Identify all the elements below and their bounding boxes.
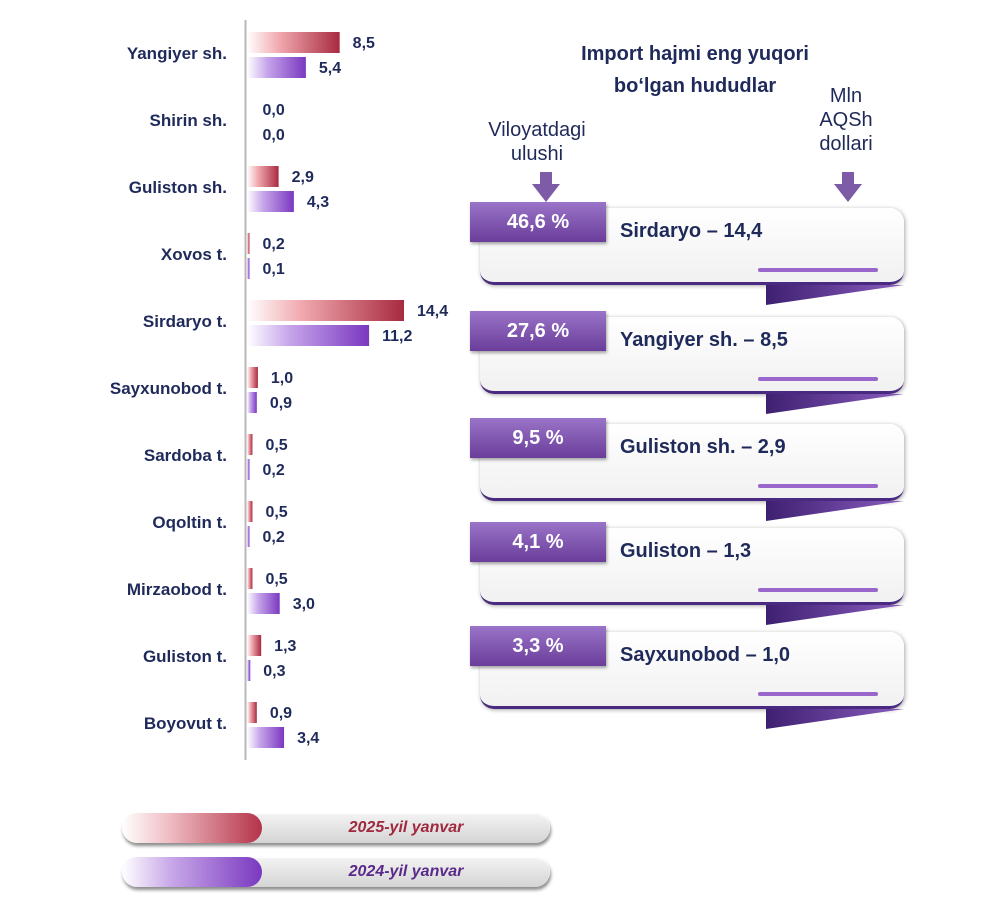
ranking-region-label: Sirdaryo – 14,4	[620, 220, 763, 242]
value-label: 0,5	[265, 504, 287, 521]
category-label: Guliston sh.	[129, 178, 227, 197]
legend-item-2024: 2024-yil yanvar	[122, 857, 550, 887]
value-label: 3,0	[293, 596, 315, 613]
value-label: 0,2	[263, 462, 285, 479]
bar-2024	[247, 191, 294, 212]
bar-2024	[247, 727, 285, 748]
share-badge: 27,6 %	[470, 311, 606, 351]
value-label: 0,2	[263, 236, 285, 253]
ranking-region-label: Guliston sh. – 2,9	[620, 436, 786, 458]
legend-label-2024: 2024-yil yanvar	[348, 863, 464, 880]
value-label: 14,4	[417, 303, 448, 320]
value-label: 11,2	[382, 328, 412, 345]
legend-swatch-2024	[122, 857, 262, 887]
ranking-card-4: 4,1 % Guliston – 1,3	[470, 522, 910, 625]
ranking-panel-title: Import hajmi eng yuqori bo‘lgan hududlar	[530, 38, 860, 102]
ribbon-fold-icon	[766, 605, 904, 625]
ranking-title-line-1: Import hajmi eng yuqori	[581, 43, 809, 65]
ranking-card-2: 27,6 % Yangiyer sh. – 8,5	[470, 311, 910, 414]
bar-2025	[247, 702, 257, 723]
value-label: 0,1	[263, 261, 285, 278]
ribbon-fold-icon	[766, 709, 904, 729]
value-label: 0,5	[265, 571, 287, 588]
unit-header-line-3: dollari	[819, 133, 873, 155]
value-label: 0,0	[263, 127, 285, 144]
value-label: 0,5	[265, 437, 287, 454]
ranking-region-label: Yangiyer sh. – 8,5	[620, 329, 788, 351]
value-label: 0,9	[270, 705, 292, 722]
share-badge: 9,5 %	[470, 418, 606, 458]
share-header-line-2: ulushi	[510, 143, 564, 165]
ranking-card-accent	[758, 588, 878, 592]
category-label: Boyovut t.	[144, 714, 227, 733]
legend-label-2025: 2025-yil yanvar	[348, 819, 464, 836]
category-label: Sirdaryo t.	[143, 312, 227, 331]
value-label: 5,4	[319, 60, 341, 77]
ranking-card-accent	[758, 484, 878, 488]
category-label: Shirin sh.	[150, 111, 227, 130]
bar-2025	[247, 166, 279, 187]
bar-2024	[247, 258, 250, 279]
bar-2024	[247, 57, 306, 78]
bar-2024	[247, 526, 250, 547]
legend-item-2025: 2025-yil yanvar	[122, 813, 550, 843]
category-label: Sardoba t.	[144, 446, 227, 465]
bar-2024	[247, 325, 370, 346]
ranking-card-accent	[758, 268, 878, 272]
ribbon-fold-icon	[766, 394, 904, 414]
share-badge: 4,1 %	[470, 522, 606, 562]
bar-2025	[247, 568, 253, 589]
legend-swatch-2025	[122, 813, 262, 843]
share-badge: 3,3 %	[470, 626, 606, 666]
bar-2025	[247, 501, 253, 522]
ranking-region-label: Sayxunobod – 1,0	[620, 644, 791, 666]
value-label: 2,9	[292, 169, 314, 186]
ranking-card-1: 46,6 % Sirdaryo – 14,4	[470, 202, 910, 305]
bar-2025	[247, 300, 404, 321]
value-label: 4,3	[307, 194, 329, 211]
bar-2025	[247, 635, 262, 656]
value-label: 1,0	[271, 370, 293, 387]
value-label: 3,4	[297, 730, 319, 747]
value-label: 0,3	[263, 663, 285, 680]
ranking-region-label: Guliston – 1,3	[620, 540, 752, 562]
category-label: Yangiyer sh.	[127, 44, 227, 63]
value-label: 1,3	[274, 638, 296, 655]
share-badge: 46,6 %	[470, 202, 606, 242]
category-label: Mirzaobod t.	[127, 580, 227, 599]
ranking-title-line-2: bo‘lgan hududlar	[613, 75, 777, 97]
bar-2025	[247, 367, 258, 388]
regional-import-bar-chart: Yangiyer sh. 8,5 5,4 Shirin sh. 0,0 0,0 Gulist…	[110, 20, 448, 760]
value-label: 0,0	[263, 102, 285, 119]
category-label: Oqoltin t.	[152, 513, 227, 532]
category-label: Guliston t.	[143, 647, 227, 666]
share-down-arrow-icon	[532, 172, 560, 202]
ranking-card-accent	[758, 692, 878, 696]
ranking-card-3: 9,5 % Guliston sh. – 2,9	[470, 418, 910, 521]
unit-column-header: Mln AQSh dollari	[790, 84, 902, 156]
category-label: Xovos t.	[161, 245, 227, 264]
bar-2024	[247, 593, 280, 614]
bar-2024	[247, 660, 251, 681]
bar-2025	[247, 32, 340, 53]
bar-2025	[247, 434, 253, 455]
bar-2025	[247, 233, 250, 254]
ranking-card-5: 3,3 % Sayxunobod – 1,0	[470, 626, 910, 729]
ribbon-fold-icon	[766, 285, 904, 305]
bar-2024	[247, 392, 257, 413]
bar-2024	[247, 459, 250, 480]
category-label: Sayxunobod t.	[110, 379, 227, 398]
unit-down-arrow-icon	[834, 172, 862, 202]
value-label: 0,2	[263, 529, 285, 546]
value-label: 0,9	[270, 395, 292, 412]
ranking-card-accent	[758, 377, 878, 381]
ribbon-fold-icon	[766, 501, 904, 521]
share-column-header: Viloyatdagi ulushi	[462, 118, 612, 166]
unit-header-line-2: AQSh	[819, 109, 873, 131]
value-label: 8,5	[353, 35, 375, 52]
share-header-line-1: Viloyatdagi	[488, 119, 586, 141]
unit-header-line-1: Mln	[829, 85, 863, 107]
